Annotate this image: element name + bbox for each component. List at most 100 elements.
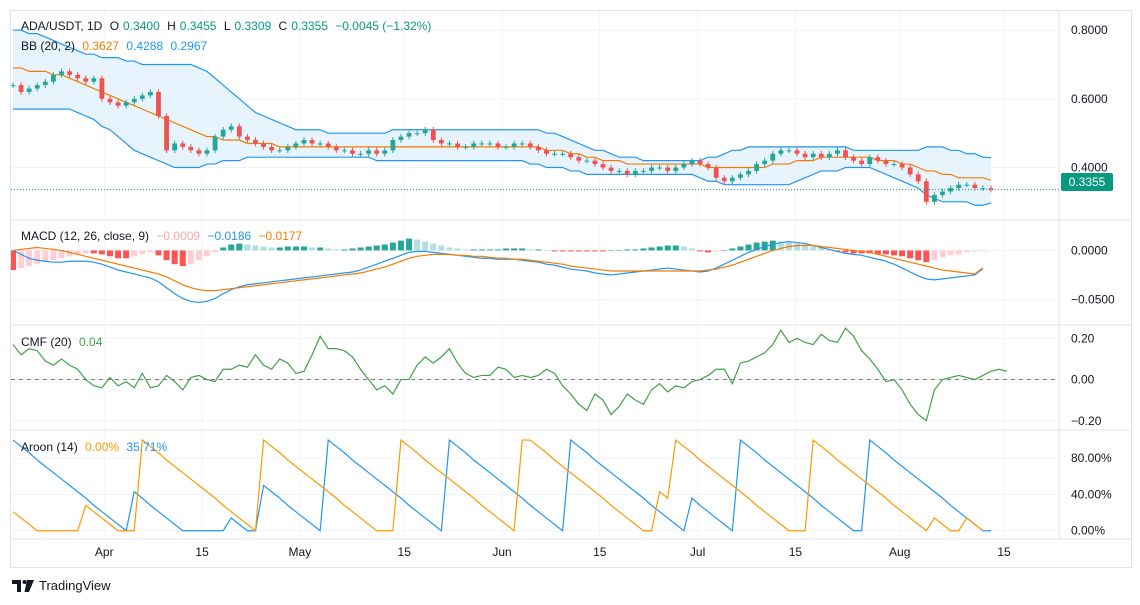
candle-body (527, 143, 533, 147)
macd-hist-bar (503, 248, 510, 251)
bb-upper-line (13, 29, 992, 162)
aroon-up-value: 0.00% (85, 440, 120, 454)
cmf-value: 0.04 (79, 335, 103, 349)
candle-body (568, 153, 574, 158)
macd-label[interactable]: MACD (12, 26, close, 9) (21, 229, 150, 243)
tradingview-brand[interactable]: TradingView (12, 578, 111, 593)
macd-hist-bar (220, 247, 227, 251)
chart-canvas[interactable]: Apr 15 May 15 Jun 15 Jul 15 Aug 15 0.8000 0.6000 0.4… (11, 11, 1131, 567)
candle-body (390, 140, 396, 151)
macd-hist-bar (333, 249, 340, 251)
macd-hist-bar (842, 250, 849, 253)
candle-body (293, 143, 299, 147)
candle-body (665, 167, 671, 171)
candle-body (802, 153, 808, 158)
macd-hist-bar (583, 250, 590, 252)
candle-body (220, 129, 226, 137)
macd-hist-value: −0.0009 (156, 229, 201, 243)
macd-signal-line (12, 244, 984, 292)
macd-hist-bar (406, 238, 413, 251)
cmf-pane (11, 327, 1059, 422)
candle-body (891, 164, 897, 166)
candle-body (164, 116, 169, 151)
bb-legend: BB (20, 2) 0.3627 0.4288 0.2967 (21, 39, 211, 53)
open-key: O (109, 19, 120, 33)
macd-hist-bar (543, 250, 550, 251)
tradingview-logo-icon (12, 579, 34, 592)
candle-body (923, 181, 929, 202)
macd-hist-bar (252, 245, 259, 251)
macd-hist-bar (115, 250, 122, 259)
cmf-label[interactable]: CMF (20) (21, 335, 72, 349)
macd-hist-bar (680, 246, 687, 251)
macd-hist-bar (616, 250, 623, 251)
x-tick-label: Jul (690, 545, 705, 559)
macd-hist-bar (292, 246, 299, 251)
macd-hist-bar (874, 250, 881, 255)
macd-hist-bar (923, 250, 930, 263)
axes: Apr 15 May 15 Jun 15 Jul 15 Aug 15 0.8000 0.6000 0.4… (95, 23, 1115, 559)
macd-hist-bar (559, 250, 566, 252)
candle-body (867, 157, 873, 165)
macd-line-value: −0.0186 (207, 229, 252, 243)
candle-body (495, 143, 501, 147)
candle-body (26, 88, 32, 92)
macd-hist-bar (82, 250, 89, 254)
macd-hist-bar (608, 250, 615, 251)
candle-body (253, 140, 258, 144)
candle-body (236, 126, 242, 137)
candle-body (83, 78, 89, 82)
macd-hist-bar (737, 246, 744, 251)
candle-body (91, 78, 97, 82)
x-tick-label: May (289, 545, 312, 559)
macd-hist-bar (389, 242, 396, 251)
bb-label[interactable]: BB (20, 2) (21, 39, 76, 53)
macd-hist-bar (147, 250, 154, 253)
candle-body (123, 102, 129, 106)
candle-body (762, 160, 768, 165)
candle-body (115, 102, 121, 106)
candle-body (204, 150, 210, 154)
aroon-label[interactable]: Aroon (14) (21, 440, 78, 454)
candle-body (430, 129, 436, 141)
candle-body (649, 167, 654, 171)
candle-body (519, 143, 525, 145)
macd-hist-bar (309, 247, 316, 251)
candle-body (463, 146, 469, 148)
last-price-tag: 0.3355 (1061, 173, 1113, 191)
candle-body (810, 153, 816, 158)
candle-body (341, 150, 347, 152)
candle-body (148, 91, 153, 96)
symbol-label[interactable]: ADA/USDT, 1D (21, 19, 103, 33)
macd-hist-bar (648, 247, 655, 251)
candle-body (956, 184, 962, 189)
candle-body (535, 146, 541, 151)
macd-hist-bar (818, 247, 825, 251)
macd-hist-bar (284, 246, 291, 251)
candle-body (479, 143, 485, 145)
macd-hist-bar (66, 250, 73, 257)
macd-hist-bar (341, 249, 348, 251)
candle-body (414, 133, 420, 135)
bb-basis-value: 0.3627 (82, 39, 120, 53)
candle-body (67, 71, 72, 75)
chart-frame[interactable]: Apr 15 May 15 Jun 15 Jul 15 Aug 15 0.8000 0.6000 0.4… (10, 10, 1132, 568)
macd-hist-bar (276, 247, 283, 251)
candle-body (358, 153, 363, 155)
price-tick-label: 0.6000 (1071, 92, 1108, 106)
candle-body (503, 146, 509, 148)
macd-hist-bar (381, 244, 388, 251)
candle-body (107, 98, 113, 103)
candle-body (697, 160, 703, 165)
macd-hist-bar (438, 245, 445, 251)
macd-hist-bar (317, 247, 324, 251)
candle-body (139, 95, 145, 99)
bb-lower-line (13, 108, 992, 206)
price-legend: ADA/USDT, 1D O 0.3400 H 0.3455 L 0.3309 C 0.… (21, 19, 435, 33)
candle-body (544, 150, 549, 154)
macd-hist-bar (575, 250, 582, 252)
macd-hist-bar (882, 250, 889, 255)
macd-legend: MACD (12, 26, close, 9) −0.0009 −0.0186 … (21, 229, 306, 243)
high-key: H (167, 19, 176, 33)
macd-hist-bar (899, 250, 906, 257)
